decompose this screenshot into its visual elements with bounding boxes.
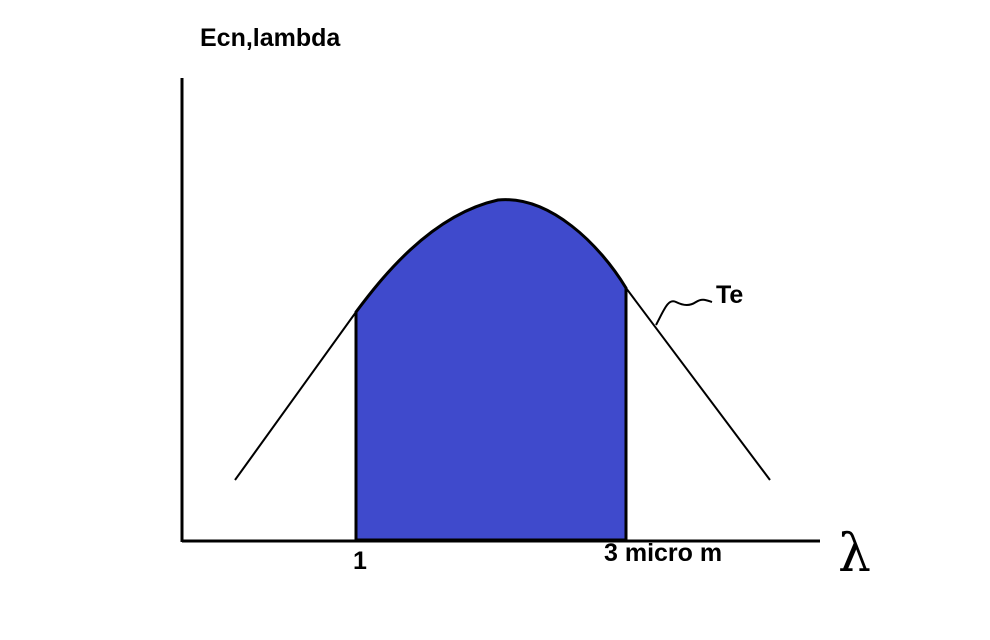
te-label-connector: [655, 298, 713, 326]
x-axis-symbol: λ: [838, 524, 871, 584]
te-curve: [234, 198, 771, 481]
shaded-band-region: [354, 198, 628, 542]
x-mark-label-2: 3 micro m: [604, 539, 722, 567]
curve-label: Te: [716, 281, 743, 309]
y-axis-label: Ecn,lambda: [200, 24, 341, 52]
x-mark-label-1: 1: [353, 547, 367, 575]
